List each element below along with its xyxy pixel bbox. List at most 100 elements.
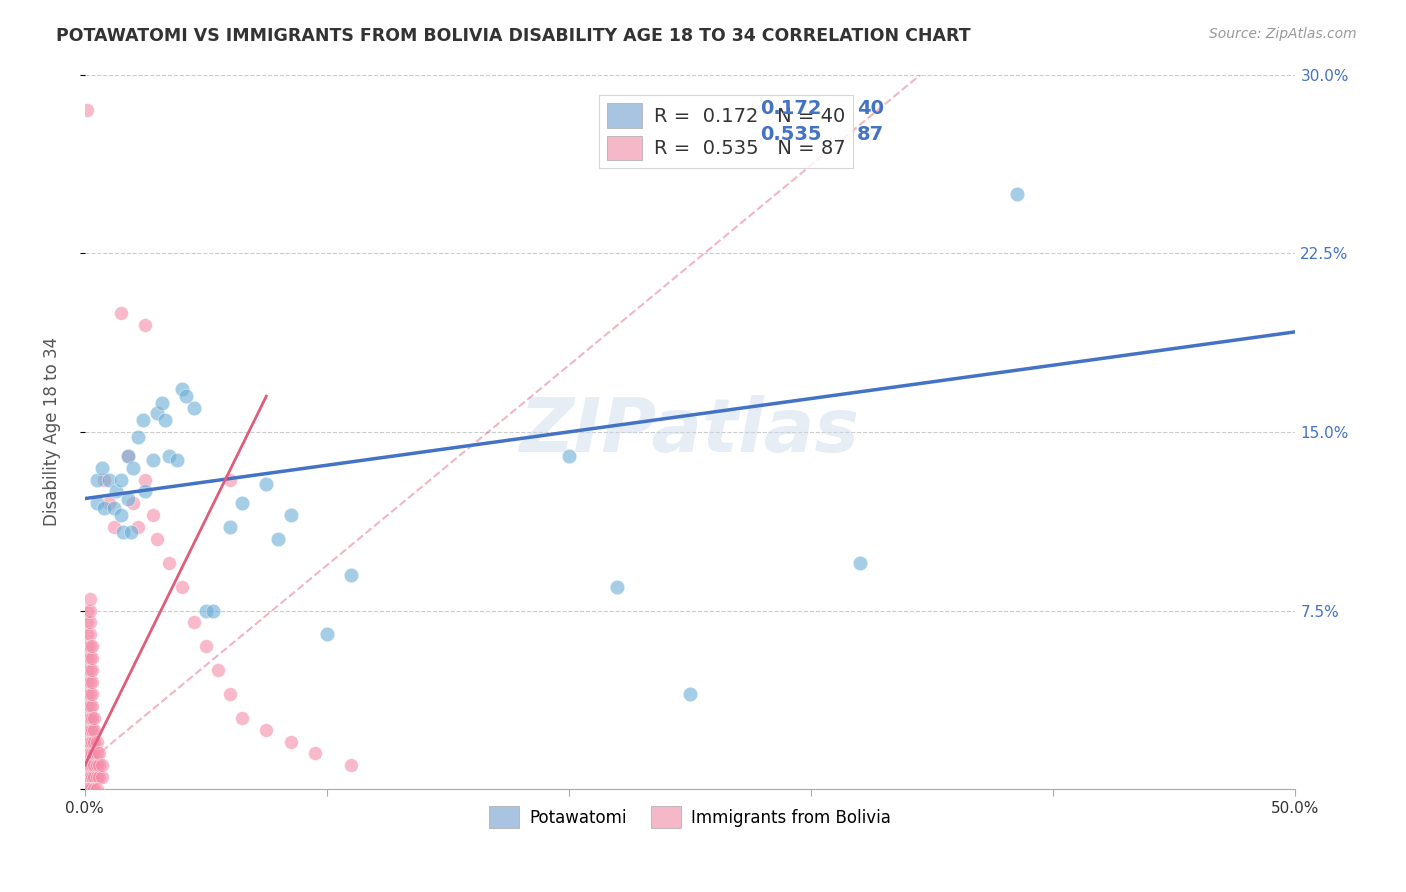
Point — [254, 477, 277, 491]
Text: 0.535: 0.535 — [761, 125, 823, 145]
Point — [304, 747, 326, 761]
Point — [80, 663, 103, 677]
Point — [79, 734, 101, 748]
Point — [80, 770, 103, 784]
Point — [79, 687, 101, 701]
Point — [79, 711, 101, 725]
Point — [558, 449, 581, 463]
Point — [141, 508, 163, 523]
Point — [153, 413, 176, 427]
Point — [80, 651, 103, 665]
Point — [110, 306, 132, 320]
Point — [79, 663, 101, 677]
Point — [79, 615, 101, 630]
Point — [83, 723, 105, 737]
Point — [1005, 186, 1028, 201]
Point — [134, 318, 156, 332]
Point — [76, 675, 98, 690]
Point — [848, 556, 870, 570]
Point — [80, 640, 103, 654]
Point — [194, 640, 217, 654]
Point — [117, 449, 139, 463]
Point — [76, 734, 98, 748]
Point — [280, 508, 302, 523]
Point — [112, 524, 135, 539]
Point — [340, 758, 363, 772]
Point — [146, 532, 169, 546]
Point — [79, 675, 101, 690]
Text: POTAWATOMI VS IMMIGRANTS FROM BOLIVIA DISABILITY AGE 18 TO 34 CORRELATION CHART: POTAWATOMI VS IMMIGRANTS FROM BOLIVIA DI… — [56, 27, 972, 45]
Point — [80, 675, 103, 690]
Point — [76, 711, 98, 725]
Point — [79, 758, 101, 772]
Point — [83, 711, 105, 725]
Point — [86, 747, 108, 761]
Text: Source: ZipAtlas.com: Source: ZipAtlas.com — [1209, 27, 1357, 41]
Point — [79, 627, 101, 641]
Point — [120, 524, 142, 539]
Point — [134, 484, 156, 499]
Point — [90, 758, 112, 772]
Legend: Potawatomi, Immigrants from Bolivia: Potawatomi, Immigrants from Bolivia — [482, 800, 898, 835]
Point — [76, 687, 98, 701]
Point — [340, 567, 363, 582]
Point — [202, 603, 225, 617]
Point — [127, 520, 149, 534]
Point — [170, 580, 193, 594]
Point — [80, 711, 103, 725]
Point — [166, 453, 188, 467]
Point — [89, 758, 111, 772]
Point — [103, 501, 125, 516]
Point — [110, 473, 132, 487]
Point — [110, 508, 132, 523]
Point — [183, 615, 205, 630]
Point — [83, 770, 105, 784]
Point — [80, 758, 103, 772]
Point — [194, 603, 217, 617]
Point — [79, 782, 101, 797]
Point — [315, 627, 337, 641]
Point — [83, 747, 105, 761]
Point — [150, 396, 173, 410]
Point — [97, 496, 120, 510]
Point — [117, 449, 139, 463]
Point — [267, 532, 290, 546]
Point — [86, 758, 108, 772]
Point — [89, 770, 111, 784]
Point — [122, 496, 145, 510]
Point — [93, 501, 115, 516]
Point — [132, 413, 155, 427]
Point — [93, 473, 115, 487]
Point — [127, 430, 149, 444]
Point — [79, 723, 101, 737]
Point — [86, 770, 108, 784]
Point — [141, 453, 163, 467]
Point — [280, 734, 302, 748]
Point — [117, 491, 139, 506]
Text: ZIPatlas: ZIPatlas — [520, 395, 860, 468]
Point — [219, 687, 242, 701]
Text: 0.172: 0.172 — [761, 99, 823, 118]
Point — [159, 449, 181, 463]
Point — [170, 382, 193, 396]
Point — [76, 103, 98, 118]
Point — [219, 520, 242, 534]
Point — [105, 484, 128, 499]
Point — [231, 711, 253, 725]
Point — [97, 473, 120, 487]
Point — [86, 782, 108, 797]
Point — [79, 591, 101, 606]
Point — [79, 603, 101, 617]
Point — [76, 770, 98, 784]
Point — [79, 747, 101, 761]
Point — [80, 723, 103, 737]
Point — [219, 473, 242, 487]
Point — [76, 758, 98, 772]
Point — [76, 603, 98, 617]
Point — [86, 496, 108, 510]
Point — [83, 782, 105, 797]
Point — [134, 473, 156, 487]
Text: 40: 40 — [858, 99, 884, 118]
Point — [76, 663, 98, 677]
Point — [103, 520, 125, 534]
